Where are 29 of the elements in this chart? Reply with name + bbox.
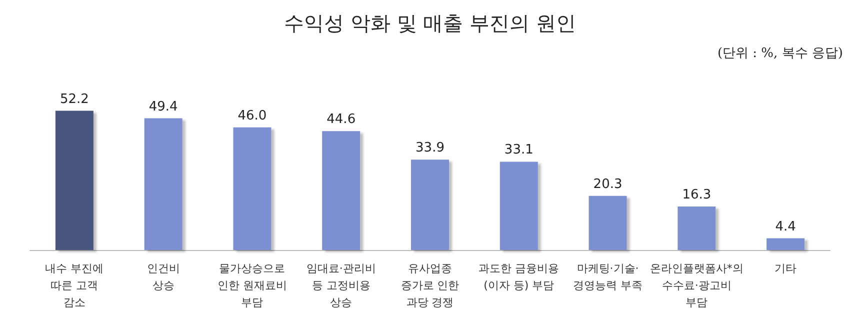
x-tick-label: 유사업종 증가로 인한 과당 경쟁 bbox=[400, 262, 460, 309]
x-tick-label: 임대료·관리비 등 고정비용 상승 bbox=[306, 262, 376, 309]
data-label: 46.0 bbox=[238, 108, 267, 124]
x-tick-label: 온라인플랫폼사*의 수수료·광고비 부담 bbox=[650, 262, 744, 309]
x-tick-label: 내수 부진에 따른 고객 감소 bbox=[45, 262, 104, 309]
bar bbox=[411, 160, 449, 250]
x-tick-label: 인건비 상승 bbox=[146, 262, 180, 292]
bar bbox=[322, 131, 360, 250]
data-label: 16.3 bbox=[682, 188, 712, 203]
x-tick-label: 마케팅·기술· 경영능력 부족 bbox=[573, 262, 643, 292]
data-label: 49.4 bbox=[148, 99, 178, 114]
chart-title: 수익성 악화 및 매출 부진의 원인 bbox=[284, 11, 576, 35]
bar bbox=[500, 162, 538, 250]
chart-subtitle: (단위 : %, 복수 응답) bbox=[717, 46, 844, 61]
x-tick-label: 기타 bbox=[774, 262, 797, 275]
data-label: 44.6 bbox=[326, 112, 356, 128]
data-label: 52.2 bbox=[60, 92, 89, 107]
bar bbox=[766, 238, 805, 250]
data-label: 33.1 bbox=[504, 142, 534, 158]
x-tick-label: 물가상승으로 인한 원재료비 부담 bbox=[217, 262, 287, 309]
bar bbox=[55, 110, 94, 250]
bar bbox=[144, 118, 182, 250]
x-tick-label: 과도한 금융비용 (이자 등) 부담 bbox=[478, 262, 560, 292]
bar bbox=[588, 196, 627, 250]
data-label: 4.4 bbox=[775, 219, 796, 234]
data-label: 33.9 bbox=[416, 140, 444, 156]
bar bbox=[233, 127, 272, 250]
data-label: 20.3 bbox=[593, 176, 622, 192]
bar bbox=[678, 206, 716, 250]
